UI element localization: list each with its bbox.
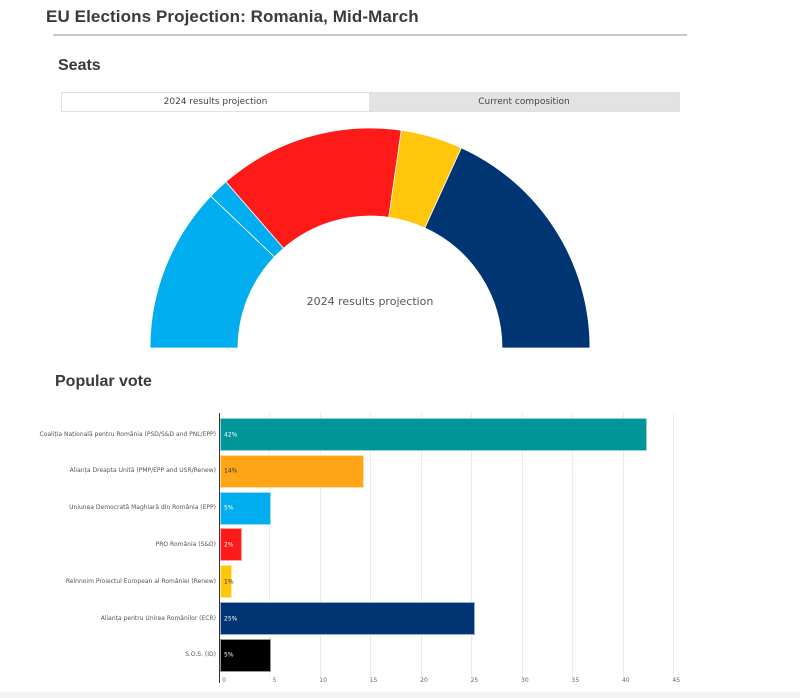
bar[interactable]: 25% (220, 602, 476, 635)
bar-value-label: 14% (224, 467, 238, 475)
title-divider (53, 34, 687, 36)
bar[interactable]: 14% (220, 454, 365, 488)
bar[interactable]: 42% (220, 418, 647, 451)
gridline (420, 413, 422, 678)
x-tick-label: 15 (369, 677, 378, 684)
x-tick-label: 35 (571, 677, 580, 684)
bar-category-label: Reînnoim Proiectul European al României … (65, 577, 216, 585)
x-tick-label: 45 (672, 677, 681, 684)
bar-category-label: Alianța Dreapta Unită (PMP/EPP and USR/R… (69, 467, 216, 475)
x-tick-label: 10 (319, 677, 327, 684)
gridline (622, 413, 624, 678)
footer-strip (0, 692, 800, 698)
bar[interactable]: 1% (220, 565, 234, 599)
gridline (521, 413, 523, 678)
hemicycle-chart (149, 127, 591, 349)
gridline (319, 413, 321, 678)
gridline (471, 413, 473, 678)
bar[interactable]: 5% (220, 491, 272, 525)
popular-vote-section-title: Popular vote (55, 373, 152, 390)
bar-category-label: Coaliția Națională pentru România (PSD/S… (39, 430, 217, 438)
y-axis-line (219, 413, 220, 683)
tab-current-composition[interactable]: Current composition (369, 93, 679, 111)
gridline (269, 413, 271, 678)
hemicycle-center-label: 2024 results projection (306, 295, 434, 308)
x-tick-label: 20 (420, 677, 428, 684)
gridline (572, 413, 574, 678)
gridline (673, 413, 675, 678)
bar-value-label: 5% (224, 651, 234, 659)
bar-value-label: 1% (224, 578, 234, 586)
bar-category-label: Uniunea Democrată Maghiară din România (… (69, 504, 216, 512)
bar[interactable]: 5% (220, 638, 272, 672)
hemicycle-segment-ecr[interactable] (424, 147, 591, 349)
tab-2024-results-projection[interactable]: 2024 results projection (62, 93, 369, 111)
bar-category-label: S.O.S. (ID) (185, 651, 216, 659)
bar-value-label: 25% (224, 615, 238, 622)
bar-category-label: Alianța pentru Unirea Românilor (ECR) (100, 614, 216, 622)
bar-value-label: 42% (224, 431, 238, 438)
x-tick-label: 25 (470, 677, 479, 684)
x-tick-label: 30 (521, 677, 529, 684)
seats-section-title: Seats (58, 57, 101, 74)
bar-value-label: 2% (224, 541, 234, 549)
x-tick-label: 5 (272, 677, 277, 684)
x-tick-label: 40 (621, 677, 630, 684)
page-title: EU Elections Projection: Romania, Mid-Ma… (46, 7, 419, 26)
bar[interactable]: 2% (220, 528, 243, 562)
gridline (370, 413, 372, 678)
x-tick-label: 0 (222, 677, 226, 684)
seats-tabs: 2024 results projection Current composit… (61, 92, 680, 112)
bar-value-label: 5% (224, 504, 234, 512)
bar-category-label: PRO România (S&D) (155, 540, 216, 548)
